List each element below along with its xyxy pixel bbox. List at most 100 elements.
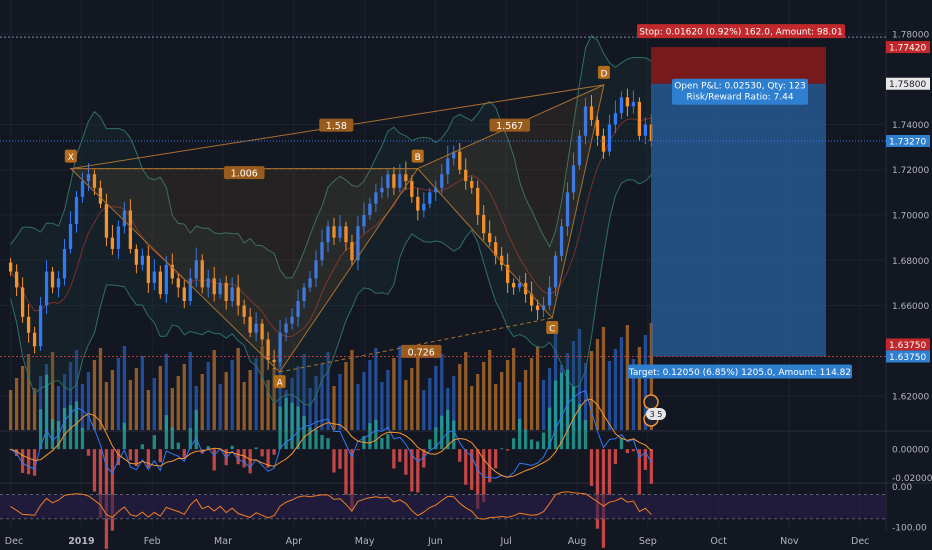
pnl-line-2: Risk/Reward Ratio: 7.44 [686,93,793,103]
macd-histogram-bar [511,438,516,450]
macd-histogram-bar [164,415,168,450]
volume-bar [416,356,420,430]
volume-bar [260,346,264,430]
volume-bar [380,382,384,430]
macd-histogram-bar [398,449,402,462]
lock-icon[interactable] [643,394,659,410]
bollinger-basis [10,117,652,337]
candle-body [529,294,534,306]
candle-body [344,226,348,243]
volume-bar [601,327,606,430]
short-position-tool[interactable]: Stop: 0.01620 (0.92%) 162.0, Amount: 98.… [0,24,886,427]
pattern-point-d[interactable]: D [597,65,610,80]
volume-bar [236,348,240,430]
pattern-ratio-line [279,317,553,373]
candle-body [44,271,49,306]
macd-histogram-bar [494,449,498,469]
macd-histogram-bar [38,409,43,450]
candle-body [458,151,462,170]
candle-body [302,287,306,301]
candle-body [398,174,402,188]
volume-bar [272,368,276,430]
macd-histogram-bar [452,420,456,450]
candle-body [326,226,330,243]
indicator-badges[interactable]: 3 5 [643,394,666,427]
macd-histogram-bar [248,449,252,474]
macd-histogram-bar [194,409,198,450]
ratio-label: 0.726 [408,347,435,358]
macd-histogram-bar [607,449,612,496]
pattern-ratio-0: 1.58 [319,118,354,132]
volume-bar [302,354,306,430]
ratio-badge [319,118,354,132]
volume-bar [266,380,270,430]
volume-bar [362,372,366,430]
pattern-point-c[interactable]: C [546,320,559,335]
volume-bar [619,337,624,430]
price-badge-box [886,134,930,147]
candle-body [56,278,61,288]
target-info-label: Target: 0.12050 (6.85%) 1205.0, Amount: … [628,364,852,379]
pattern-point-x[interactable]: X [64,149,77,164]
volume-bar [356,384,360,430]
harmonic-pattern[interactable]: X A B C D 1.58 1.006 1.567 0.726 [64,65,610,389]
candle-body [320,242,324,261]
macd-histogram-bar [254,447,258,450]
counter-badge[interactable] [646,408,666,420]
volume-bar [56,386,61,430]
stop-info-box [637,24,845,39]
macd-histogram-bar [350,449,354,510]
macd-histogram-bar [500,448,504,450]
candle-body [260,323,264,340]
ratio-label: 1.58 [326,121,347,132]
candle-body [236,287,240,306]
pattern-ratio-1: 1.006 [224,166,265,180]
candle-body [20,287,25,317]
stop-zone[interactable] [651,47,826,84]
axes: 1.78000 1.74000 1.72000 1.70000 1.68000 1.660… [5,30,932,547]
macd-tick-label: 0.00000 [892,446,929,456]
volume-bar [326,352,330,430]
candle-body [595,119,600,136]
target-zone[interactable] [651,83,826,357]
volume-bar [146,390,150,430]
pattern-point-a[interactable]: A [273,375,286,389]
macd-histogram-bar [643,449,648,470]
candle-body [140,255,145,265]
macd-histogram-bar [314,429,318,450]
candle-body [200,260,204,288]
macd-histogram-bar [523,429,528,450]
macd-histogram-bar [326,438,330,450]
volume-bar [637,347,642,430]
macd-histogram-bar [446,409,450,450]
volume-bar [440,354,444,430]
candle-body [146,255,150,283]
candle-body [577,135,582,166]
pattern-ratio-2: 1.567 [489,118,531,132]
volume-bar [152,378,156,430]
candle-body [170,264,174,279]
candle-body [547,287,552,306]
volume-bar [404,380,408,430]
price-badge-box [886,338,930,351]
volume-bar [20,366,25,430]
macd-signal-line [10,398,652,478]
candle-body [464,169,468,182]
macd-histogram-bar [236,449,240,465]
volume-bar [505,360,510,430]
macd-histogram-bar [242,449,246,468]
candle-body [62,248,67,279]
pattern-point-b[interactable]: B [411,149,424,164]
candle-body [589,106,594,120]
macd-histogram-bar [332,449,336,473]
volume-bar [80,384,85,430]
pattern-point-badge [273,375,286,389]
macd-histogram-bar [290,402,294,450]
price-badge-text: 1.73270 [889,137,926,147]
volume-bar [517,382,522,430]
candle-body [152,271,156,283]
volume-bar [8,390,13,430]
candle-body [494,242,498,256]
candle-body [176,278,180,288]
